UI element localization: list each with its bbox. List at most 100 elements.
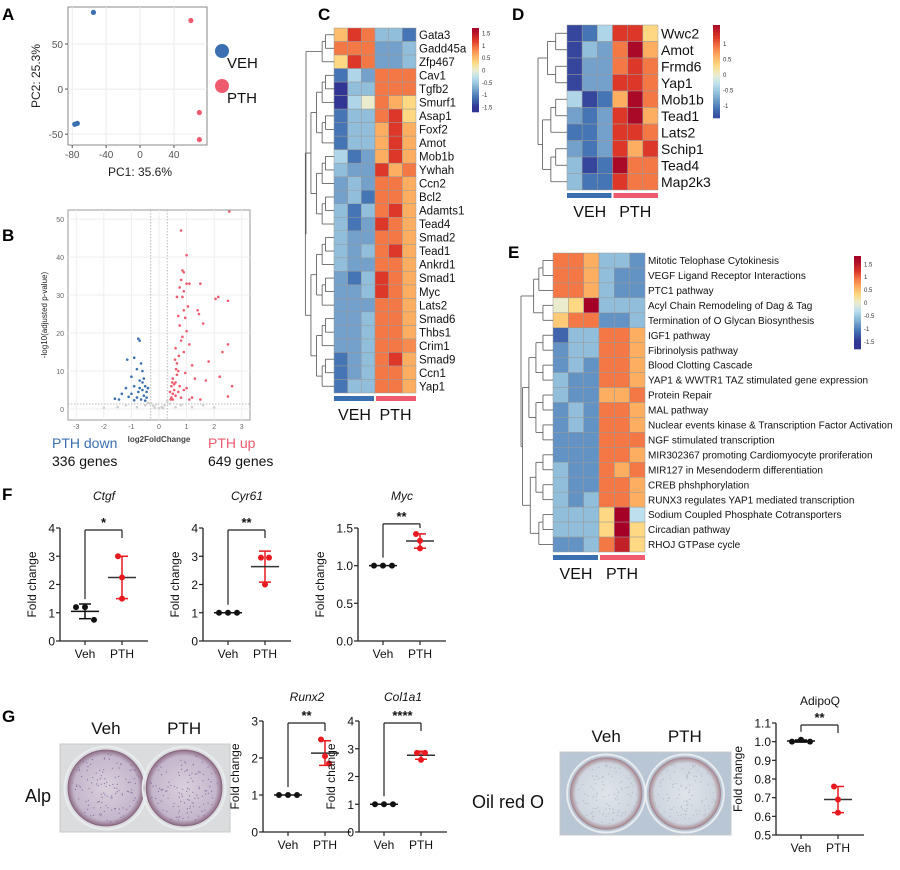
heatmap-cell bbox=[347, 379, 362, 394]
plate-row-label: Oil red O bbox=[472, 792, 544, 812]
heatmap-cell bbox=[347, 27, 362, 42]
heatmap-cell bbox=[552, 477, 569, 493]
panel-label: C bbox=[318, 5, 330, 24]
stain-speck bbox=[667, 797, 670, 799]
heatmap-cell bbox=[612, 41, 628, 59]
colorbar-segment bbox=[472, 78, 479, 81]
x-tick-label: 0 bbox=[137, 150, 143, 161]
stain-speck bbox=[189, 807, 191, 809]
heatmap-cell bbox=[347, 162, 362, 177]
stain-speck bbox=[91, 791, 93, 793]
volcano-point bbox=[186, 305, 190, 308]
volcano-point bbox=[174, 346, 177, 350]
y-tick-label: 50 bbox=[56, 217, 64, 224]
stain-speck bbox=[678, 794, 681, 796]
stain-speck bbox=[117, 775, 120, 778]
stain-speck bbox=[701, 799, 703, 801]
heatmap-cell bbox=[598, 312, 615, 328]
stain-speck bbox=[192, 763, 194, 765]
x-tick-label: Veh bbox=[374, 838, 395, 852]
stain-speck bbox=[691, 804, 693, 806]
heatmap-cell bbox=[629, 536, 646, 553]
heatmap-cell bbox=[612, 123, 628, 141]
volcano-point bbox=[135, 396, 139, 399]
heatmap-cell bbox=[627, 123, 644, 141]
stain-speck bbox=[632, 780, 634, 782]
heatmap-cell bbox=[614, 432, 630, 448]
volcano-point bbox=[179, 278, 183, 282]
stain-speck bbox=[670, 764, 673, 766]
stain-speck bbox=[207, 778, 210, 780]
stain-speck bbox=[601, 789, 603, 791]
volcano-point bbox=[185, 282, 188, 285]
stain-speck bbox=[170, 818, 172, 820]
stain-speck bbox=[635, 801, 638, 804]
stain-speck bbox=[654, 802, 657, 804]
pca-point-pth bbox=[188, 17, 194, 24]
heatmap-cell bbox=[552, 297, 569, 314]
data-point-pth bbox=[258, 554, 264, 561]
significance-stars: ** bbox=[396, 509, 407, 524]
dotplot-myc: 0.0 0.5 1.0 1.5 Veh PTH Fold change Myc ** bbox=[313, 489, 446, 661]
heatmap-cell bbox=[568, 342, 584, 358]
heatmap-cell bbox=[402, 352, 417, 367]
stain-speck bbox=[118, 812, 120, 814]
volcano-point bbox=[137, 390, 140, 394]
colorbar-segment bbox=[854, 274, 861, 278]
volcano-point bbox=[175, 295, 179, 299]
y-tick-label: -50 bbox=[49, 130, 64, 141]
data-point-pth bbox=[266, 554, 272, 561]
stain-speck bbox=[115, 792, 117, 795]
stain-speck bbox=[605, 765, 607, 767]
heatmap-cell bbox=[629, 432, 646, 448]
volcano-point bbox=[157, 406, 161, 410]
heatmap-cell bbox=[347, 135, 362, 150]
stain-speck bbox=[202, 780, 204, 782]
heatmap-cell bbox=[402, 338, 417, 353]
stain-speck bbox=[136, 774, 138, 776]
volcano-point bbox=[183, 316, 187, 320]
stain-speck bbox=[198, 787, 200, 790]
data-point-pth bbox=[835, 796, 841, 803]
x-tick-label: PTH bbox=[253, 647, 277, 661]
x-tick-label: -3 bbox=[73, 424, 79, 431]
heatmap-cell bbox=[552, 402, 569, 418]
heatmap-cell bbox=[614, 267, 630, 284]
stain-speck bbox=[675, 782, 678, 785]
x-tick-label: Veh bbox=[75, 647, 96, 661]
volcano-point bbox=[190, 405, 194, 409]
heatmap-cell bbox=[402, 298, 417, 313]
heatmap-cell bbox=[612, 57, 628, 75]
heatmap-cell bbox=[374, 95, 389, 110]
stain-speck bbox=[587, 794, 589, 796]
x-tick-label: PTH bbox=[313, 838, 337, 852]
heatmap-cell bbox=[347, 244, 362, 259]
heatmap-cell bbox=[568, 267, 584, 284]
data-point-veh bbox=[225, 609, 231, 616]
volcano-point bbox=[178, 286, 181, 289]
heatmap-cell bbox=[388, 41, 403, 56]
colorbar-segment bbox=[854, 307, 861, 310]
stain-speck bbox=[210, 790, 213, 792]
stain-speck bbox=[180, 800, 182, 802]
colorbar-segment bbox=[713, 101, 720, 105]
colorbar-segment bbox=[713, 99, 720, 103]
colorbar-tick-label: -1 bbox=[482, 93, 488, 99]
data-point-veh bbox=[807, 738, 813, 745]
pth-up-label: PTH up bbox=[208, 435, 256, 451]
stain-speck bbox=[696, 813, 698, 815]
stain-speck bbox=[618, 792, 620, 794]
panel-label: F bbox=[2, 485, 12, 504]
colorbar-segment bbox=[713, 97, 720, 100]
stain-speck bbox=[181, 793, 183, 795]
volcano-point bbox=[124, 386, 128, 390]
heatmap-cell bbox=[388, 352, 403, 367]
stain-speck bbox=[630, 774, 632, 776]
heatmap-cell bbox=[552, 372, 569, 388]
stain-speck bbox=[78, 798, 80, 800]
stain-speck bbox=[177, 819, 179, 821]
heatmap-cell bbox=[333, 338, 348, 353]
stain-speck bbox=[712, 798, 714, 800]
colorbar-segment bbox=[854, 276, 861, 280]
y-axis-label: -log10(adjusted p-value) bbox=[40, 272, 49, 359]
